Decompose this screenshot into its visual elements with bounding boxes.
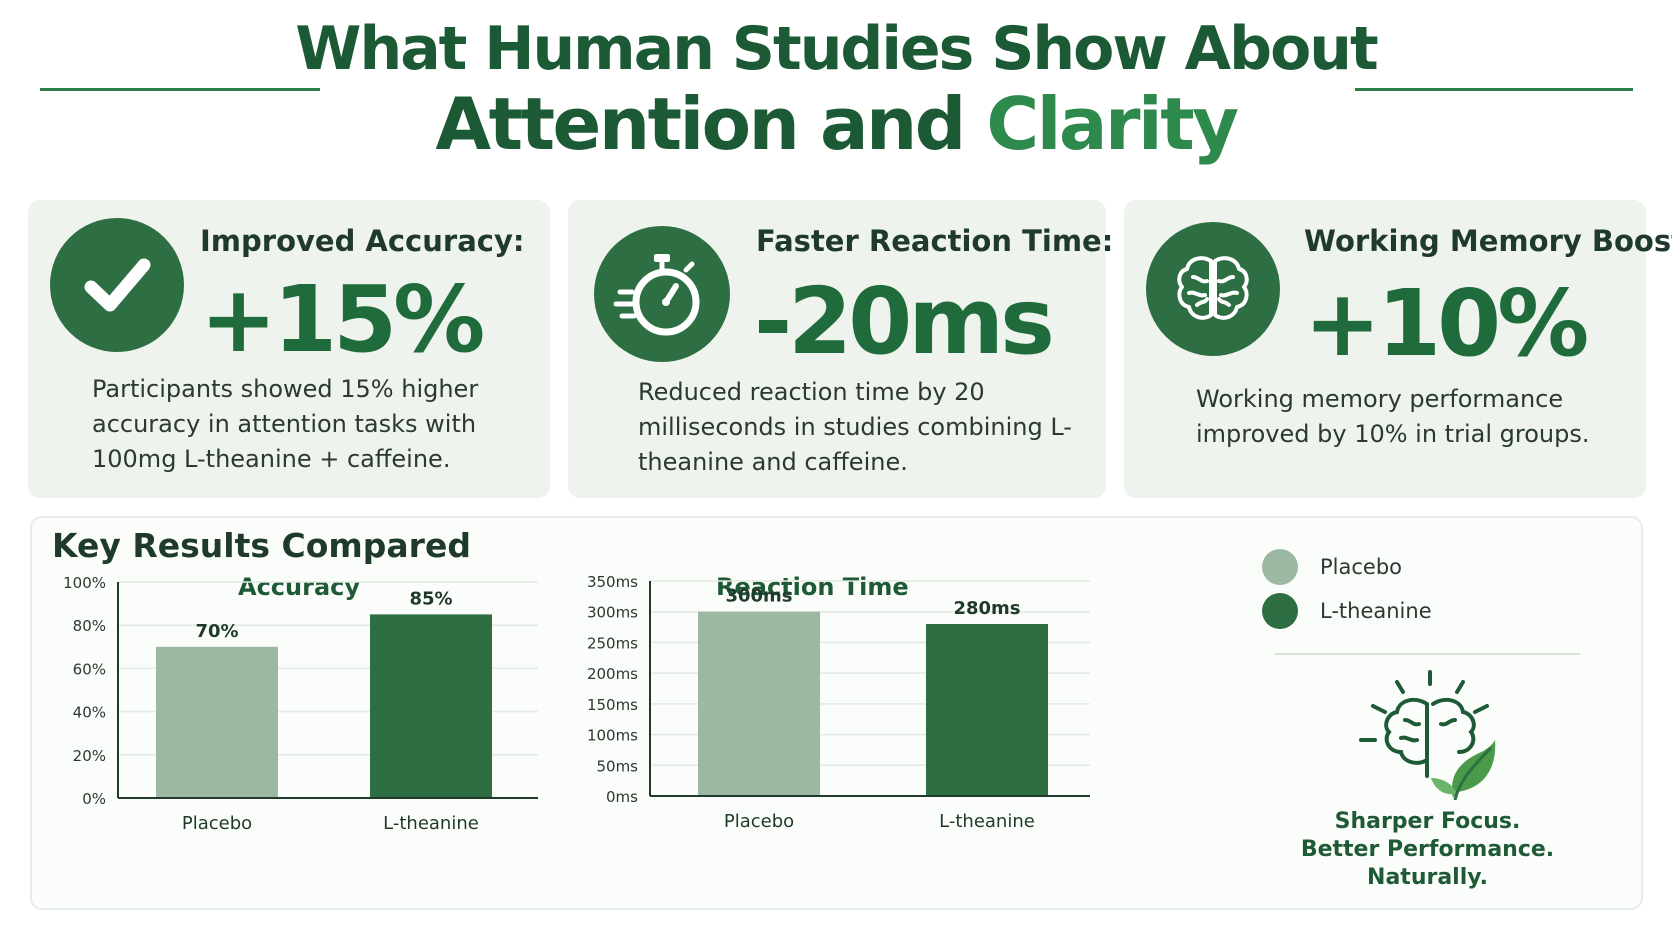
- y-tick-label: 350ms: [587, 573, 638, 591]
- stat-card-reaction-time: Faster Reaction Time: -20ms Reduced reac…: [568, 200, 1113, 498]
- stat-label: Improved Accuracy:: [200, 224, 525, 258]
- bar-value-label: 300ms: [725, 586, 792, 607]
- bar-value-label: 280ms: [953, 598, 1020, 619]
- title-rule-left: [40, 88, 320, 91]
- x-category-label: L-theanine: [939, 811, 1035, 832]
- stat-description: Reduced reaction time by 20 milliseconds…: [638, 378, 1072, 476]
- bar-placebo: [156, 646, 278, 798]
- bar-placebo: [698, 611, 820, 796]
- title-line-2-accent: Clarity: [986, 82, 1239, 166]
- stat-card-working-memory: Working Memory Boost: +10% Working memor…: [1124, 200, 1672, 498]
- stat-description: Working memory performance improved by 1…: [1196, 385, 1590, 448]
- brain-leaf-icon: [1359, 670, 1496, 801]
- y-tick-label: 0ms: [606, 788, 638, 806]
- title-line-2-part-a: Attention and: [435, 82, 987, 166]
- title-line-2: Attention and Clarity: [0, 84, 1672, 164]
- stat-label: Faster Reaction Time:: [756, 224, 1114, 258]
- y-tick-label: 150ms: [587, 696, 638, 714]
- x-category-label: Placebo: [182, 813, 252, 834]
- y-tick-label: 0%: [82, 790, 106, 808]
- y-tick-label: 200ms: [587, 665, 638, 683]
- stat-label: Working Memory Boost:: [1304, 224, 1672, 258]
- comparison-panel: Key Results Compared: [30, 516, 1643, 910]
- reaction-time-chart: 0ms 50ms 100ms 150ms 200ms 250ms 300ms 350ms 300…: [587, 573, 1090, 832]
- legend-item-l-theanine: L-theanine: [1262, 593, 1432, 629]
- chart-title-accuracy: Accuracy: [238, 573, 361, 601]
- x-category-label: Placebo: [724, 811, 794, 832]
- bar-value-label: 70%: [195, 621, 238, 642]
- stat-card-accuracy: Improved Accuracy: +15% Participants sho…: [28, 200, 550, 498]
- y-tick-label: 80%: [73, 617, 106, 635]
- stopwatch-icon: [594, 226, 730, 362]
- tagline-line-3: Naturally.: [1367, 865, 1488, 890]
- x-category-label: L-theanine: [383, 813, 479, 834]
- tagline-line-2: Better Performance.: [1300, 837, 1555, 862]
- y-tick-label: 300ms: [587, 604, 638, 622]
- y-tick-label: 100%: [63, 574, 106, 592]
- panel-title: Key Results Compared: [52, 526, 471, 565]
- page-title: What Human Studies Show About Attention …: [0, 14, 1672, 164]
- legend-divider: [1275, 653, 1580, 655]
- legend-item-placebo: Placebo: [1262, 549, 1402, 585]
- bar-value-label: 85%: [409, 588, 452, 609]
- y-tick-label: 250ms: [587, 634, 638, 652]
- checkmark-icon: [50, 218, 184, 352]
- legend-swatch-l-theanine: [1262, 593, 1298, 629]
- legend-swatch-placebo: [1262, 549, 1298, 585]
- legend-label: Placebo: [1320, 555, 1403, 579]
- chart-title-reaction-time: Reaction Time: [716, 573, 909, 601]
- stat-value: -20ms: [754, 268, 1055, 375]
- brain-icon: [1146, 222, 1280, 356]
- title-line-1: What Human Studies Show About: [295, 14, 1378, 84]
- accuracy-chart: 0% 20% 40% 60% 80% 100% 70% Placebo 85% L-theanin…: [63, 574, 538, 834]
- y-tick-label: 100ms: [587, 727, 638, 745]
- bar-l-theanine: [926, 624, 1048, 796]
- y-tick-label: 50ms: [596, 757, 638, 775]
- y-tick-label: 20%: [73, 747, 106, 765]
- y-tick-label: 40%: [73, 704, 106, 722]
- stat-value: +10%: [1304, 270, 1589, 377]
- y-tick-label: 60%: [73, 660, 106, 678]
- stat-description: Participants showed 15% higher accuracy …: [92, 375, 479, 473]
- bar-l-theanine: [370, 614, 492, 798]
- tagline-line-1: Sharper Focus.: [1334, 809, 1521, 834]
- stat-value: +15%: [200, 266, 485, 373]
- legend-label: L-theanine: [1320, 599, 1432, 623]
- tagline: Sharper Focus. Better Performance. Natur…: [1275, 808, 1580, 892]
- title-rule-right: [1355, 88, 1633, 91]
